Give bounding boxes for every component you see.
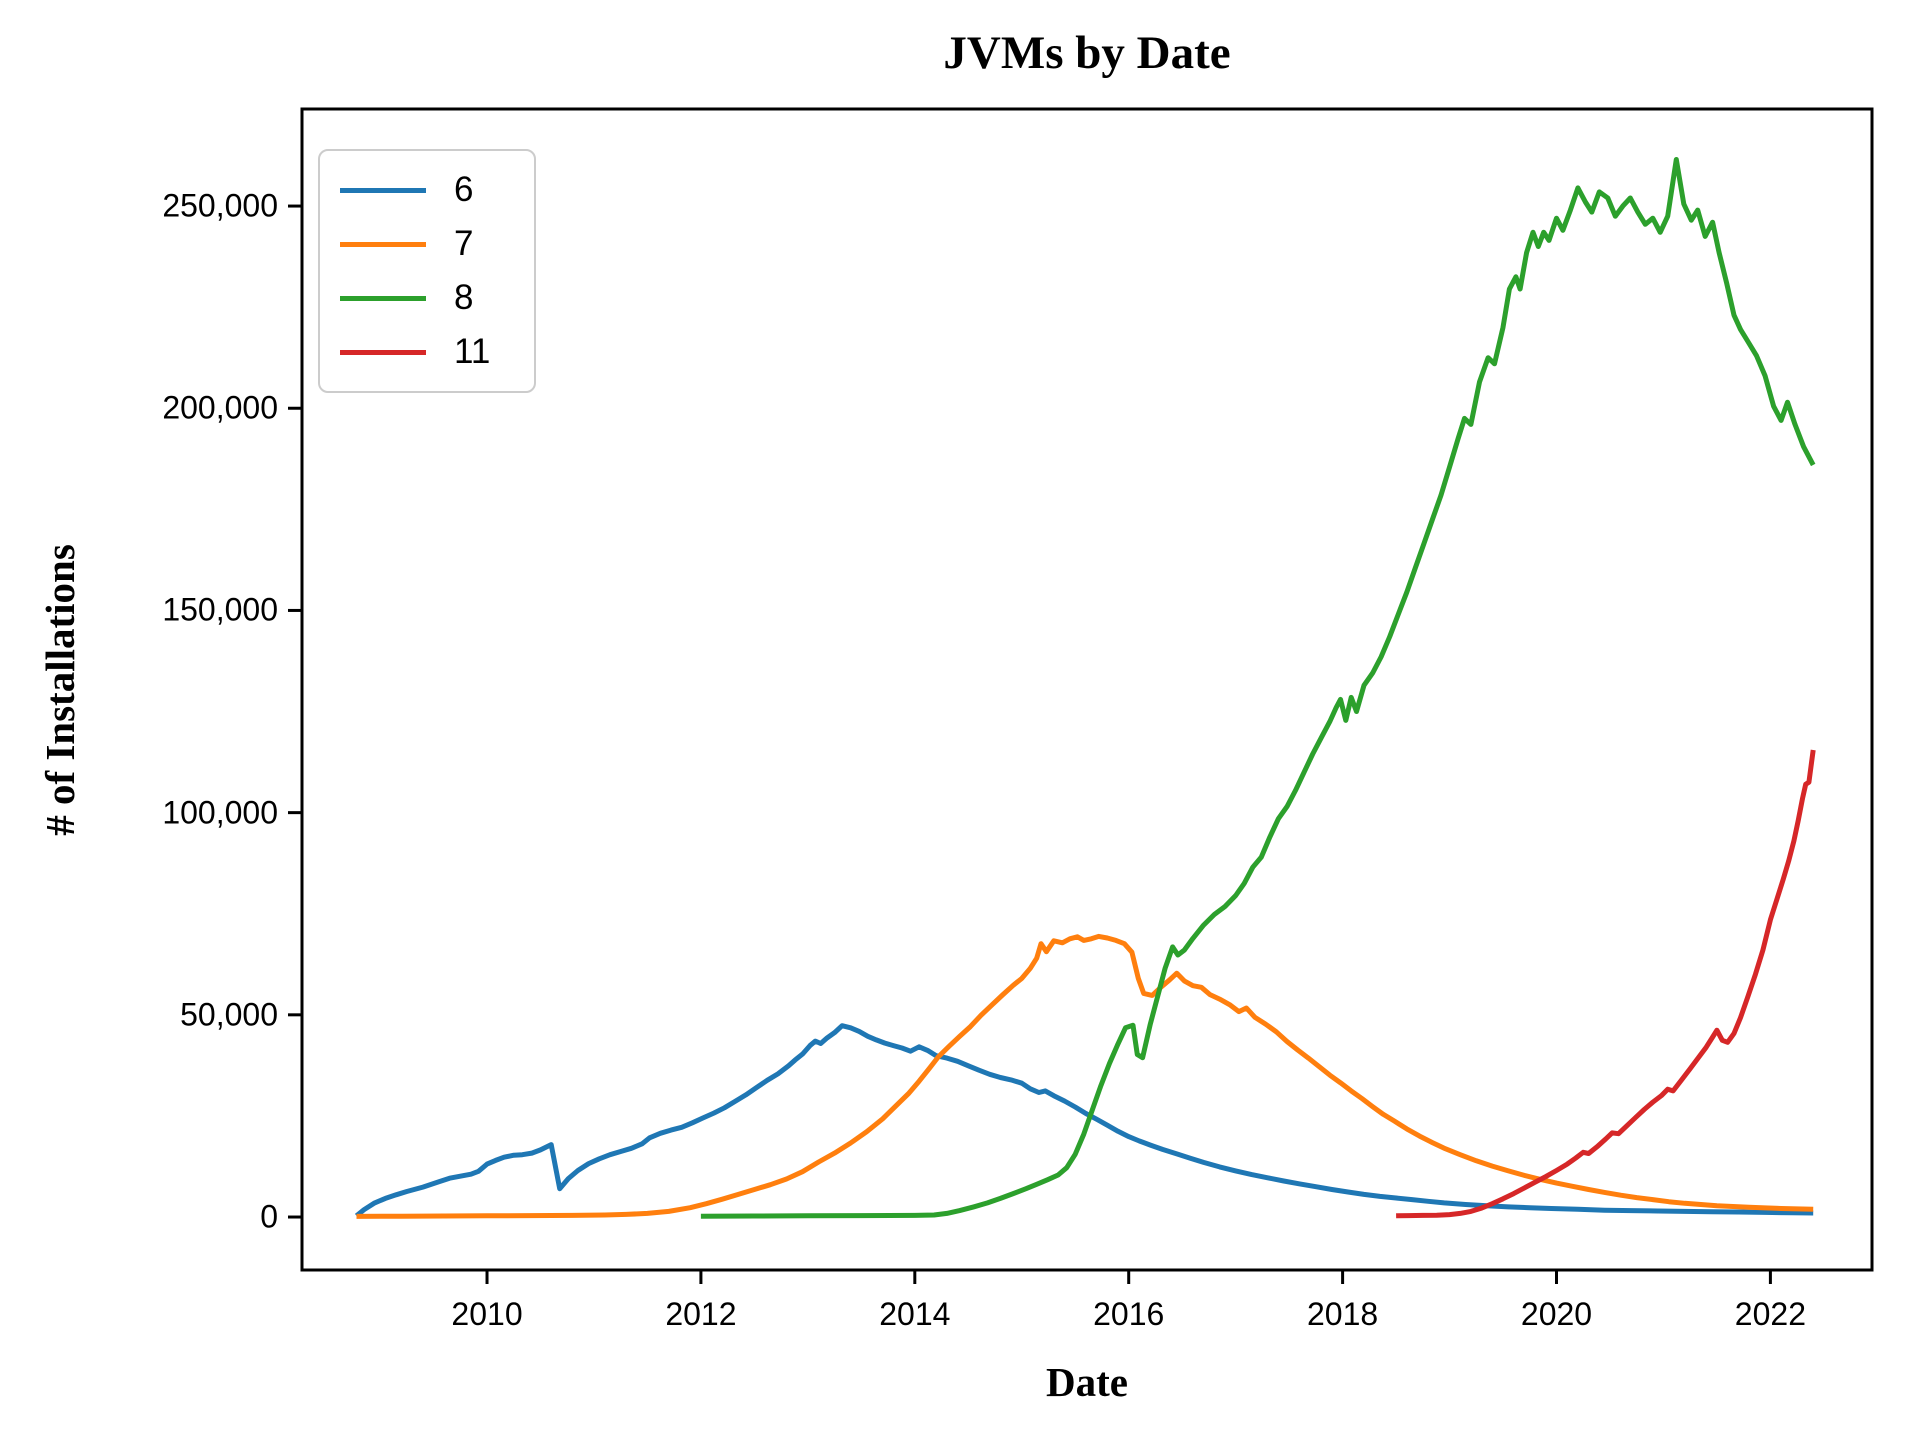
y-tick-label: 250,000 (162, 187, 278, 224)
legend-label: 8 (454, 278, 474, 317)
x-tick-label: 2022 (1734, 1296, 1806, 1332)
y-axis-label: # of Installations (37, 544, 83, 836)
x-tick-label: 2016 (1093, 1296, 1165, 1332)
series-line-8 (700, 157, 1816, 1219)
legend-swatch-6 (340, 187, 426, 193)
x-tick-label: 2020 (1520, 1296, 1593, 1332)
y-tick-label: 100,000 (162, 794, 278, 831)
x-tick-label: 2018 (1307, 1296, 1379, 1332)
legend-label: 6 (454, 170, 474, 209)
legend-item-11: 11 (340, 325, 510, 379)
x-tick-label: 2010 (451, 1296, 523, 1332)
legend-label: 7 (454, 224, 474, 263)
legend: 6 7 8 11 (318, 149, 536, 393)
legend-item-6: 6 (340, 163, 510, 217)
series-line-11 (1396, 749, 1816, 1219)
y-tick-label: 200,000 (162, 389, 278, 426)
y-tick-label: 150,000 (162, 591, 278, 628)
series-line-6 (354, 1023, 1814, 1218)
legend-swatch-8 (340, 295, 426, 301)
legend-swatch-11 (340, 349, 426, 355)
x-axis-label: Date (1046, 1359, 1128, 1405)
x-tick-label: 2012 (665, 1296, 737, 1332)
y-tick-label: 0 (260, 1198, 278, 1235)
legend-swatch-7 (340, 241, 426, 247)
legend-label: 11 (454, 332, 491, 371)
axes-spines (300, 107, 1874, 1272)
y-tick-label: 50,000 (180, 996, 278, 1033)
legend-item-7: 7 (340, 217, 510, 271)
x-tick-label: 2014 (879, 1296, 951, 1332)
legend-item-8: 8 (340, 271, 510, 325)
series-line-7 (356, 933, 1814, 1219)
chart-title: JVMs by Date (943, 27, 1231, 79)
